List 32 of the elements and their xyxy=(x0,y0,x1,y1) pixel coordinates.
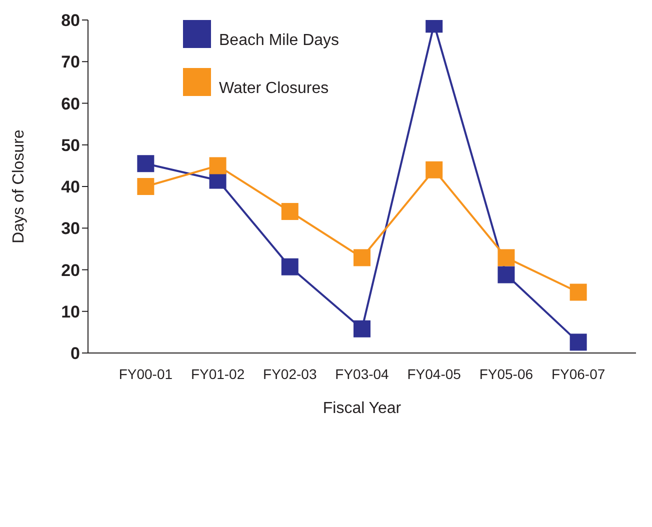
point xyxy=(137,178,154,195)
y-tick-label: 0 xyxy=(70,344,80,364)
point xyxy=(498,249,515,266)
y-axis-title: Days of Closure xyxy=(10,129,28,244)
point xyxy=(354,249,370,266)
x-axis-title: Fiscal Year xyxy=(322,400,402,417)
y-tick-label: 50 xyxy=(61,136,80,155)
x-tick-label: FY04-05 xyxy=(407,366,462,382)
y-tick-label: 30 xyxy=(61,219,80,238)
point xyxy=(570,284,587,301)
point xyxy=(570,334,587,351)
point xyxy=(281,258,298,276)
legend-label: Water Closures xyxy=(219,80,329,98)
point xyxy=(281,202,298,220)
y-tick-label: 60 xyxy=(61,94,80,114)
legend-label: Beach Mile Days xyxy=(219,32,340,50)
point xyxy=(209,157,226,174)
y-tick-label: 40 xyxy=(61,178,80,197)
x-tick-label: FY05-06 xyxy=(479,366,534,382)
x-tick-label: FY01-02 xyxy=(190,366,245,382)
point xyxy=(498,266,515,284)
x-tick-label: FY03-04 xyxy=(335,366,390,382)
y-tick-label: 20 xyxy=(61,260,80,280)
y-tick-label: 80 xyxy=(61,11,80,30)
x-tick-label: FY00-01 xyxy=(118,366,173,382)
y-tick-label: 70 xyxy=(61,52,80,72)
point xyxy=(354,320,370,338)
x-tick-label: FY02-03 xyxy=(263,366,317,382)
x-tick-label: FY06-07 xyxy=(551,366,606,382)
point xyxy=(426,161,443,178)
y-tick-label: 10 xyxy=(61,302,80,322)
point xyxy=(137,155,154,172)
